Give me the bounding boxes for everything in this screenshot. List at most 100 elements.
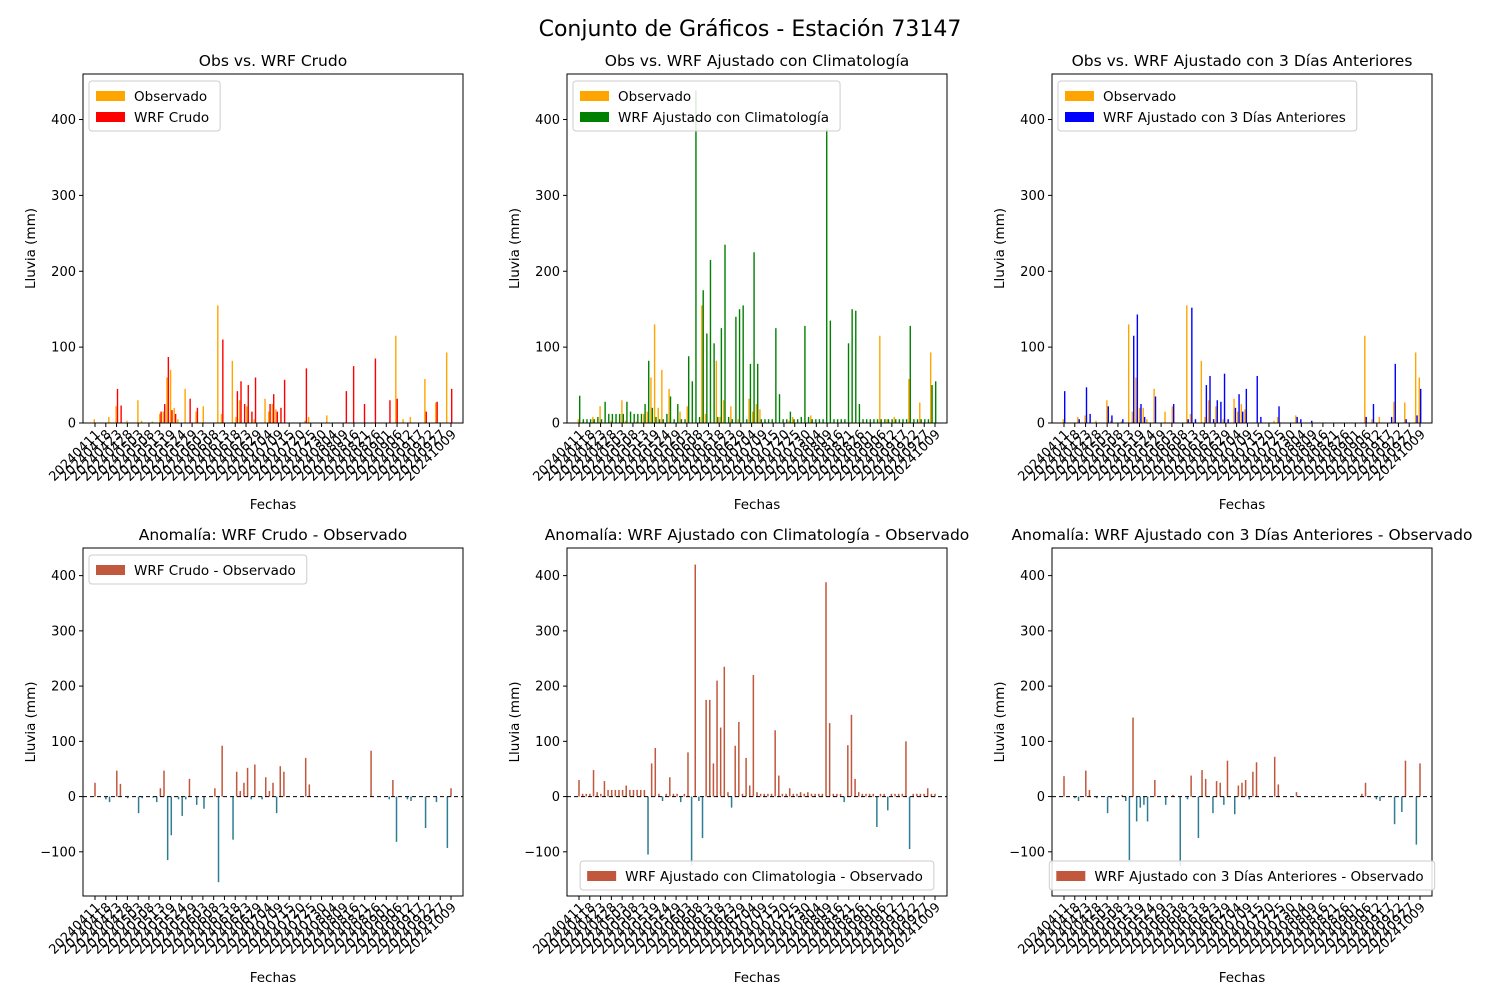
legend: WRF Ajustado con Climatologia - Observad… (579, 860, 935, 891)
bar-1-65 (1295, 792, 1298, 797)
bar-1-59 (788, 420, 790, 423)
bar-1-49 (268, 791, 271, 797)
bar-2-49 (753, 252, 755, 423)
legend-swatch (1065, 91, 1094, 101)
bar-1-49 (1236, 411, 1239, 423)
bar-2-62 (800, 416, 802, 423)
bar-1-99 (1418, 377, 1420, 423)
bar-1-8 (1088, 789, 1091, 797)
bar-1-59 (304, 757, 307, 797)
bar-2-50 (273, 394, 275, 423)
bar-2-50 (1242, 411, 1244, 423)
bar-1-77 (854, 778, 856, 797)
bar-1-84 (1364, 782, 1367, 797)
chart-title: Obs vs. WRF Ajustado con 3 Días Anterior… (1072, 52, 1413, 70)
bar-1-10 (126, 420, 128, 423)
bar-2-86 (887, 419, 890, 423)
bar-2-54 (771, 419, 773, 423)
bar-1-90 (901, 793, 904, 797)
bar-1-79 (861, 793, 864, 797)
bar-1-70 (828, 723, 831, 797)
bar-1-48 (1233, 796, 1236, 815)
bar-1-22 (1139, 796, 1142, 808)
bar-1-75 (847, 745, 849, 797)
x-axis-label: Fechas (734, 970, 781, 986)
bar-2-89 (898, 419, 901, 423)
bar-1-31 (1172, 794, 1174, 797)
bar-1-17 (151, 421, 154, 423)
bar-1-22 (653, 324, 656, 423)
legend-swatch (96, 112, 125, 122)
bar-2-85 (884, 419, 886, 423)
bar-1-39 (716, 680, 718, 797)
bar-2-34 (698, 416, 701, 423)
bar-1-58 (785, 793, 787, 797)
plot-area (83, 74, 463, 423)
bar-2-13 (622, 413, 624, 423)
chart-panel-3: Obs vs. WRF Ajustado con 3 Días Anterior… (992, 52, 1433, 513)
bar-2-98 (931, 385, 933, 423)
bar-1-26 (668, 388, 670, 423)
bar-1-45 (253, 419, 255, 423)
bar-2-60 (1278, 406, 1280, 423)
bar-1-49 (267, 411, 270, 423)
bar-1-35 (1186, 796, 1189, 800)
bar-1-10 (610, 789, 613, 797)
bar-2-23 (658, 419, 661, 423)
legend-label: WRF Crudo - Observado (134, 563, 296, 579)
bar-2-84 (880, 419, 882, 423)
bar-2-77 (855, 310, 857, 423)
bar-1-35 (1186, 305, 1188, 423)
bar-1-51 (1244, 780, 1247, 797)
bar-1-98 (1414, 352, 1417, 423)
bar-1-61 (796, 793, 798, 797)
bar-1-19 (642, 413, 645, 423)
bar-1-64 (807, 792, 809, 797)
bar-1-40 (719, 416, 721, 423)
bar-2-79 (862, 419, 864, 423)
bar-1-73 (839, 793, 842, 797)
bar-1-39 (232, 796, 234, 840)
bar-2-22 (655, 416, 657, 423)
bar-2-22 (1140, 404, 1142, 423)
bar-1-11 (614, 789, 617, 797)
bar-2-72 (352, 366, 355, 423)
bars (93, 305, 453, 423)
bar-2-39 (717, 416, 719, 423)
legend: WRF Crudo - Observado (88, 554, 308, 585)
y-tick-label: 0 (68, 417, 76, 432)
y-tick-label: −100 (40, 845, 76, 860)
chart-panel-5: Anomalía: WRF Ajustado con Climatología … (507, 526, 969, 986)
bar-2-14 (626, 401, 628, 423)
bar-1-62 (799, 792, 802, 797)
bar-1-24 (1146, 419, 1148, 423)
bar-1-8 (603, 781, 606, 797)
bar-2-12 (618, 413, 621, 423)
bar-2-67 (818, 419, 821, 423)
bar-1-40 (719, 727, 722, 797)
bar-2-38 (713, 343, 715, 423)
y-tick-label: 400 (1020, 113, 1045, 128)
bar-2-18 (640, 413, 643, 423)
bar-1-92 (424, 378, 426, 423)
bar-1-60 (308, 784, 311, 797)
bar-1-92 (908, 796, 911, 850)
bar-2-87 (891, 419, 893, 423)
bar-1-87 (1375, 796, 1378, 800)
bar-1-65 (810, 415, 812, 423)
legend-label: WRF Ajustado con 3 Días Anteriores (1103, 110, 1346, 126)
bar-1-6 (596, 792, 598, 797)
bar-2-26 (1154, 396, 1157, 423)
legend-swatch (96, 91, 125, 101)
bar-2-8 (120, 405, 122, 423)
bar-2-91 (1390, 416, 1393, 423)
bar-2-7 (600, 419, 603, 423)
bar-1-7 (600, 793, 602, 797)
legend: Observado WRF Crudo (88, 80, 221, 132)
bar-1-60 (792, 793, 795, 797)
bar-2-36 (1191, 307, 1193, 423)
bar-1-21 (650, 763, 653, 797)
bar-2-70 (829, 320, 832, 423)
bar-2-82 (873, 419, 875, 423)
bar-1-26 (669, 777, 671, 797)
